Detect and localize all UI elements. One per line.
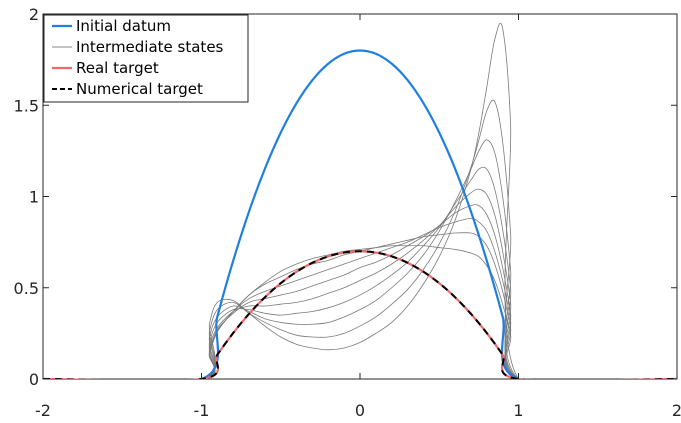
intermediate-state-line-1 [43, 22, 677, 379]
y-tick-label: 0 [29, 370, 39, 389]
intermediate-state-line-3 [43, 139, 677, 379]
y-tick-label: 1.5 [14, 96, 39, 115]
intermediate-state-line-4 [43, 166, 677, 379]
legend-label: Initial datum [76, 17, 171, 35]
x-tick-label: 2 [672, 401, 681, 420]
y-tick-label: 1 [29, 188, 39, 207]
legend: Initial datum Intermediate states Real tar… [43, 14, 249, 103]
series-layer [43, 22, 677, 379]
intermediate-state-line-6 [43, 204, 677, 379]
x-tick-label: -2 [35, 401, 51, 420]
legend-label: Numerical target [76, 80, 203, 98]
intermediate-state-line-2 [43, 99, 677, 379]
y-axis: 0 0.5 1 1.5 2 [14, 5, 677, 389]
x-tick-label: 0 [355, 401, 365, 420]
y-tick-label: 2 [29, 5, 39, 24]
legend-box [43, 14, 249, 103]
intermediate-state-line-9 [43, 245, 677, 379]
legend-label: Real target [76, 59, 159, 77]
x-tick-label: 1 [513, 401, 523, 420]
numerical-target-line [43, 250, 677, 379]
x-axis: -2 -1 0 1 2 [35, 14, 681, 420]
y-tick-label: 0.5 [14, 279, 39, 298]
initial-datum-line [43, 49, 677, 379]
legend-label: Intermediate states [76, 38, 224, 56]
x-tick-label: -1 [194, 401, 210, 420]
